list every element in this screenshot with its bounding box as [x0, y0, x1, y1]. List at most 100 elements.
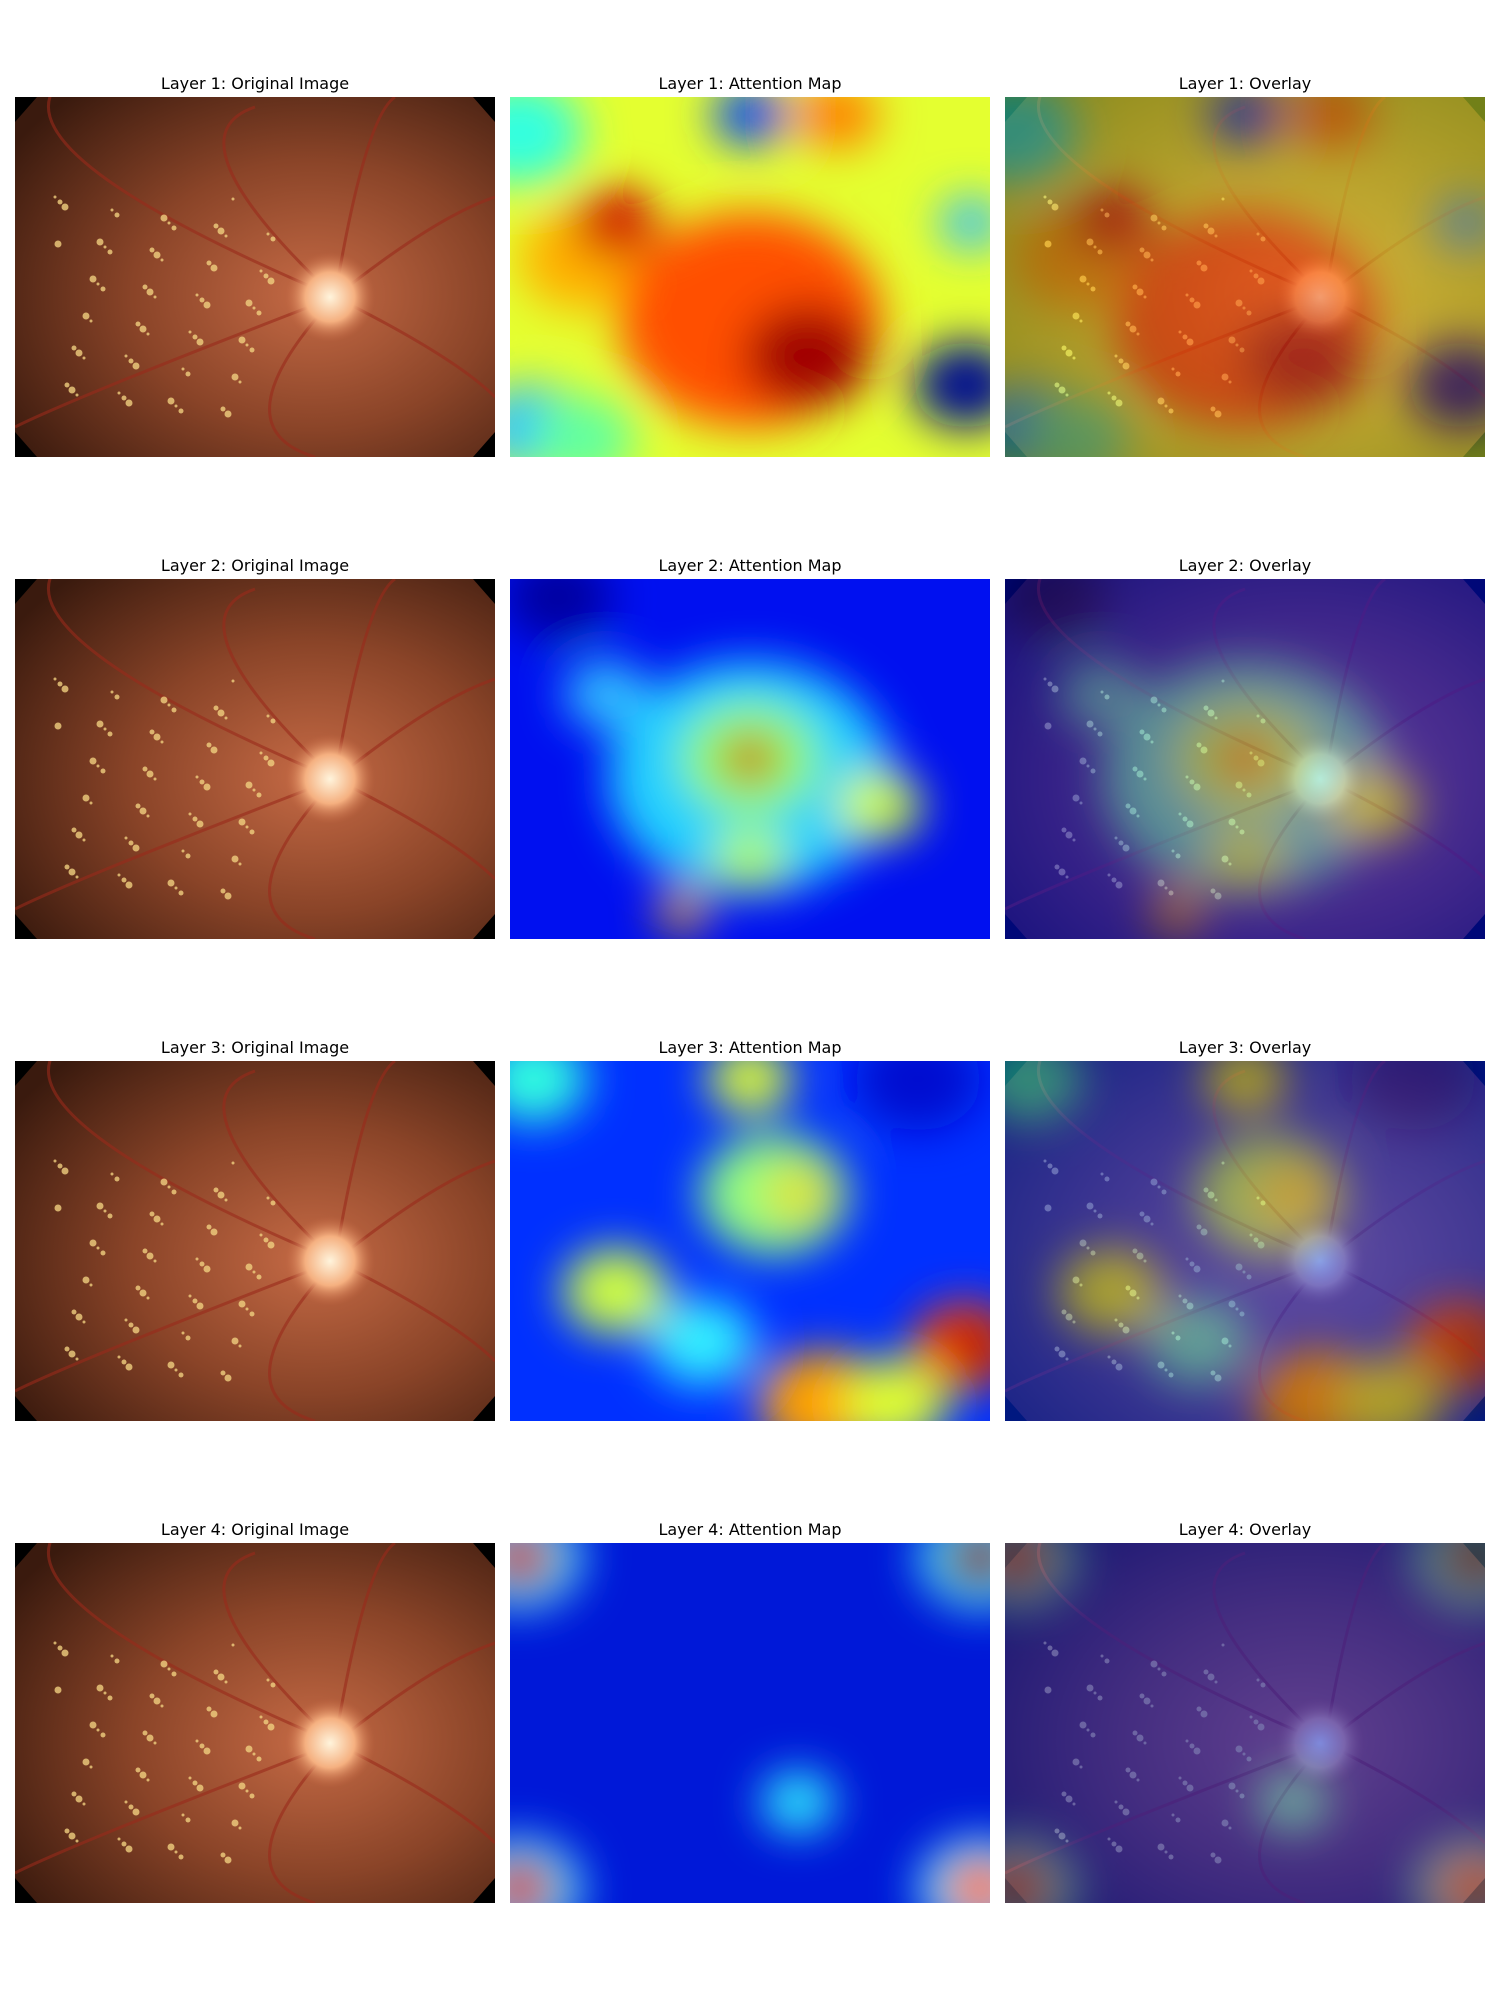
exudate — [266, 232, 270, 236]
exudate — [132, 1326, 140, 1334]
exudate — [203, 301, 211, 309]
exudate — [224, 892, 232, 900]
exudate — [196, 1302, 204, 1310]
attention — [510, 97, 990, 457]
attention-blob — [1144, 1298, 1250, 1385]
exudate — [153, 1741, 157, 1745]
attention-blob — [529, 395, 635, 457]
exudate — [146, 814, 150, 818]
panel — [15, 579, 495, 939]
exudate — [96, 1202, 104, 1210]
exudate — [259, 1715, 263, 1719]
exudate — [71, 345, 77, 351]
attention-blob — [510, 97, 583, 185]
exudate — [181, 367, 185, 371]
exudate — [75, 875, 79, 879]
exudate — [249, 1793, 255, 1799]
exudate — [96, 282, 100, 286]
panel-title: Layer 2: Original Image — [161, 556, 349, 575]
exudate — [267, 1723, 275, 1731]
exudate — [259, 751, 263, 755]
exudate — [146, 332, 150, 336]
exudate — [82, 838, 86, 842]
exudate — [196, 820, 204, 828]
exudate — [132, 362, 140, 370]
attention-blob — [1349, 1061, 1477, 1131]
exudate — [224, 1856, 232, 1864]
exudate — [178, 1854, 184, 1860]
exudate — [199, 1261, 205, 1267]
exudate — [195, 775, 199, 779]
exudate — [199, 779, 205, 785]
exudate — [160, 214, 168, 222]
exudate — [174, 404, 178, 408]
attention-blob — [510, 1858, 557, 1903]
exudate — [146, 288, 154, 296]
vessel — [46, 1061, 336, 1263]
attention-blobs — [510, 579, 922, 932]
exudate — [82, 1758, 90, 1766]
attention-blob — [1058, 659, 1144, 729]
attention-blob — [1005, 579, 1106, 641]
attention-blob — [563, 659, 649, 729]
exudate — [125, 1363, 133, 1371]
attention-blob — [794, 97, 879, 150]
attention-blob — [1005, 1061, 1082, 1123]
exudate — [153, 733, 161, 741]
attention-blob — [713, 829, 787, 891]
exudate — [181, 849, 185, 853]
exudate — [256, 310, 262, 316]
exudate — [206, 260, 212, 266]
panel-title: Layer 1: Overlay — [1179, 74, 1312, 93]
exudate — [96, 238, 104, 246]
attention-blob — [744, 304, 871, 409]
exudate — [245, 1789, 249, 1793]
panel — [510, 1061, 990, 1421]
exudate — [64, 382, 70, 388]
panel-title: Layer 3: Attention Map — [658, 1038, 841, 1057]
exudate — [266, 1678, 270, 1682]
panel — [1005, 1061, 1485, 1421]
exudate — [238, 1344, 242, 1348]
attention-blob — [656, 888, 710, 932]
exudate — [167, 397, 175, 405]
exudate — [117, 873, 121, 877]
exudate — [252, 788, 256, 792]
attention-blob — [1239, 304, 1366, 409]
exudate — [110, 208, 114, 212]
vessel — [15, 777, 336, 911]
exudate — [110, 690, 114, 694]
exudate — [174, 1850, 178, 1854]
exudate — [125, 1845, 133, 1853]
attention — [1005, 97, 1485, 457]
exudate — [153, 1215, 161, 1223]
exudate — [181, 1813, 185, 1817]
exudate — [82, 1320, 86, 1324]
exudate — [139, 807, 147, 815]
exudate — [53, 1641, 57, 1645]
exudate — [252, 1752, 256, 1756]
exudate — [89, 1765, 93, 1769]
exudate — [231, 855, 239, 863]
exudate — [210, 264, 218, 272]
exudate — [64, 1346, 70, 1352]
exudate — [153, 295, 157, 299]
exudate — [103, 1691, 107, 1695]
exudate — [75, 1357, 79, 1361]
exudate — [71, 827, 77, 833]
exudate — [224, 234, 228, 238]
exudate — [195, 1739, 199, 1743]
vessel — [46, 1543, 336, 1745]
panel-title: Layer 2: Overlay — [1179, 556, 1312, 575]
panel — [510, 97, 990, 457]
exudate — [124, 1318, 128, 1322]
exudate — [61, 1649, 69, 1657]
attention-blob — [913, 341, 990, 429]
exudate — [270, 236, 276, 242]
exudate — [107, 249, 113, 255]
exudate — [82, 1802, 86, 1806]
exudate — [256, 1756, 262, 1762]
exudate — [217, 1191, 225, 1199]
attention-blob — [761, 1163, 835, 1225]
exudate — [114, 1176, 120, 1182]
